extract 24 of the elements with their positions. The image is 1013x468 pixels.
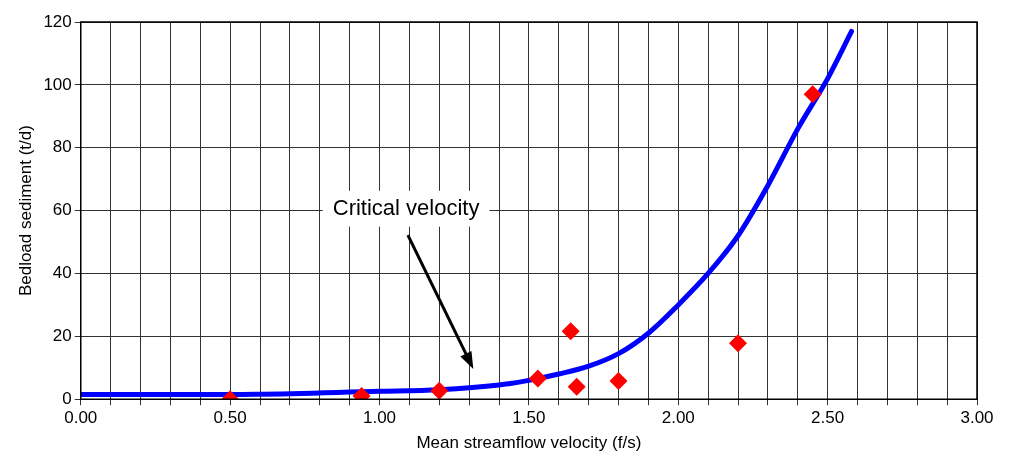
point [729, 334, 747, 353]
y-tick-label: 60 [52, 200, 72, 220]
y-tick-label: 120 [43, 11, 72, 31]
point [561, 322, 580, 341]
y-tick-label: 80 [52, 137, 72, 157]
x-tick-label: 2.50 [811, 408, 845, 428]
point [528, 369, 547, 388]
point [803, 85, 822, 104]
y-axis-title: Bedload sediment (t/d) [15, 125, 35, 297]
x-tick-label: 0.00 [64, 408, 98, 428]
x-tick-label: 3.00 [960, 408, 994, 428]
point [567, 377, 586, 396]
y-tick-label: 20 [52, 326, 72, 346]
y-tick-label: 0 [62, 388, 72, 408]
x-tick-label: 2.00 [661, 408, 695, 428]
point [430, 381, 449, 400]
y-tick-label: 40 [52, 263, 72, 283]
x-tick-label: 1.00 [362, 408, 397, 428]
point [609, 371, 628, 390]
y-tick-label: 100 [43, 74, 72, 94]
x-tick-label: 1.50 [512, 408, 546, 428]
x-tick-label: 0.50 [213, 408, 247, 428]
x-axis-title: Mean streamflow velocity (f/s) [416, 433, 642, 453]
annotation: Critical velocity [332, 194, 480, 220]
